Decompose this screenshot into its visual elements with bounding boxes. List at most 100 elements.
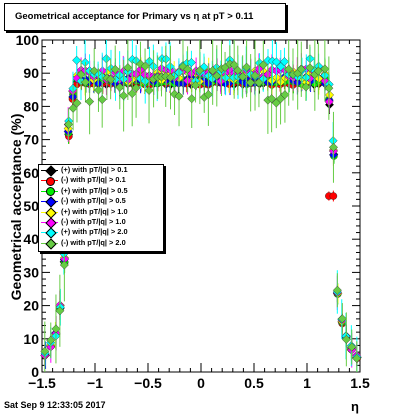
data-point (140, 61, 150, 71)
legend-label: (-) with pT/|q| > 0.5 (61, 196, 126, 206)
data-point (329, 192, 338, 200)
y-tick-label: 30 (23, 264, 39, 280)
x-tick-label: 1 (303, 375, 311, 391)
data-point (131, 83, 141, 93)
legend-label: (-) with pT/|q| > 2.0 (61, 237, 126, 247)
legend-label: (+) with pT/|q| > 2.0 (61, 227, 128, 237)
y-tick-label: 80 (23, 98, 39, 114)
data-point (46, 335, 56, 345)
x-tick-label: −1.5 (28, 375, 56, 391)
data-point (301, 82, 311, 92)
data-point (80, 77, 90, 87)
axes: 0 10 20 30 40 50 60 70 80 90 100 −1.5 −1 −0.5 0 0.5 1 1.5 (16, 32, 370, 391)
legend-entry: (+) with pT/|q| > 2.0 (39, 227, 163, 240)
data-point (258, 60, 268, 70)
x-tick-label: −1 (87, 375, 103, 391)
legend-entry: (-) with pT/|q| > 2.0 (39, 237, 163, 250)
data-point (51, 324, 61, 334)
y-tick-label: 20 (23, 298, 39, 314)
data-point (144, 85, 154, 95)
data-point (127, 89, 137, 99)
data-point (101, 54, 111, 64)
x-tick-label: 0.5 (244, 375, 264, 391)
data-point (97, 95, 107, 105)
data-point (208, 66, 218, 76)
y-tick-label: 10 (23, 331, 39, 347)
data-point (203, 90, 213, 100)
data-point (76, 70, 86, 79)
data-point (271, 57, 281, 67)
data-point (89, 66, 99, 76)
timestamp: Sat Sep 9 12:33:05 2017 (4, 400, 106, 410)
legend-label: (+) with pT/|q| > 0.5 (61, 185, 128, 195)
data-point (186, 58, 196, 68)
data-point (233, 65, 243, 75)
data-point (221, 73, 231, 83)
legend-marker-icon (44, 238, 57, 250)
legend: (+) with pT/|q| > 0.1 (-) with pT/|q| > 0… (38, 164, 164, 252)
data-point (250, 71, 260, 80)
legend-entry: (-) with pT/|q| > 1.0 (39, 216, 163, 229)
y-tick-label: 40 (23, 231, 39, 247)
y-axis-label: Geometrical acceptance (%) (8, 114, 24, 301)
legend-label: (-) with pT/|q| > 1.0 (61, 216, 126, 226)
data-point (110, 64, 120, 74)
data-point (174, 91, 184, 101)
legend-marker-icon (46, 187, 55, 197)
data-point (337, 314, 347, 324)
data-point (242, 62, 252, 72)
data-point (246, 78, 256, 88)
legend-marker-icon (46, 176, 55, 186)
data-point (93, 85, 103, 95)
y-tick-label: 50 (23, 198, 39, 214)
y-tick-label: 70 (23, 132, 39, 148)
data-point (267, 94, 277, 104)
data-point (68, 103, 78, 113)
data-point (195, 65, 205, 75)
data-point (178, 62, 188, 72)
chart-title: Geometrical acceptance for Primary vs η … (4, 3, 286, 31)
data-point (55, 306, 65, 316)
data-point (328, 142, 338, 152)
x-axis-label: η (351, 399, 359, 414)
data-point (119, 91, 129, 101)
data-point (279, 57, 289, 67)
data-point (166, 73, 175, 83)
data-point (296, 64, 306, 74)
data-point (115, 82, 125, 92)
data-point (332, 285, 342, 295)
data-point (238, 72, 248, 82)
data-point (254, 78, 264, 88)
data-point (72, 55, 82, 65)
data-point (229, 60, 239, 70)
x-tick-label: 1.5 (350, 375, 370, 391)
data-point (320, 64, 330, 74)
y-tick-label: 0 (31, 364, 39, 380)
data-point (191, 80, 201, 90)
x-tick-label: 0 (197, 375, 205, 391)
legend-entry: (-) with pT/|q| > 0.5 (39, 196, 163, 208)
data-point (187, 94, 197, 104)
legend-label: (+) with pT/|q| > 1.0 (61, 206, 128, 216)
legend-label: (+) with pT/|q| > 0.1 (61, 165, 128, 174)
data-point (64, 119, 74, 129)
data-point (123, 63, 133, 73)
legend-entry: (+) with pT/|q| > 0.5 (39, 185, 163, 197)
x-tick-label: −0.5 (134, 375, 162, 391)
data-series (40, 40, 362, 372)
legend-entry: (+) with pT/|q| > 0.1 (39, 165, 163, 177)
data-point (59, 260, 69, 270)
data-point (40, 346, 50, 356)
legend-label: (-) with pT/|q| > 0.1 (61, 175, 126, 185)
data-point (183, 64, 193, 74)
data-point (85, 97, 95, 107)
data-point (341, 334, 351, 344)
y-tick-label: 60 (23, 165, 39, 181)
data-point (72, 98, 82, 108)
data-point (106, 74, 116, 84)
data-point (212, 71, 222, 81)
series-7 (40, 40, 362, 372)
data-point (352, 353, 362, 363)
legend-entry: (-) with pT/|q| > 0.1 (39, 175, 163, 186)
legend-entry: (+) with pT/|q| > 1.0 (39, 206, 163, 219)
